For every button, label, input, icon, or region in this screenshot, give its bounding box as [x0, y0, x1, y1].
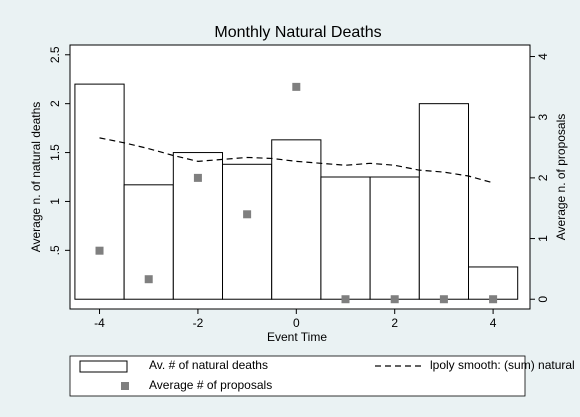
y-tick-label: 1: [48, 198, 62, 205]
x-tick-label: 0: [293, 316, 300, 330]
x-tick-label: 2: [391, 316, 398, 330]
y2-tick-label: 1: [536, 235, 550, 242]
line: [99, 137, 494, 184]
legend-label: Average # of proposals: [149, 378, 272, 392]
x-tick-label: -2: [193, 316, 204, 330]
point: [292, 82, 301, 91]
legend-swatch: [121, 382, 129, 390]
bar: [320, 176, 371, 300]
point: [193, 173, 202, 182]
y-tick-label: 2.5: [48, 46, 62, 63]
y2-tick-label: 3: [536, 114, 550, 121]
y2-tick-label: 0: [536, 296, 550, 303]
y-tick-label: 1.5: [48, 144, 62, 161]
legend-swatch: [79, 360, 128, 373]
bar: [222, 163, 273, 300]
x-axis-label: Event Time: [267, 330, 327, 344]
y2-tick-label: 2: [536, 174, 550, 181]
y2-axis-label: Average n. of proposals: [554, 114, 568, 241]
point: [390, 295, 399, 304]
point: [144, 275, 153, 284]
chart-title: Monthly Natural Deaths: [214, 24, 381, 41]
x-tick-label: 4: [490, 316, 497, 330]
bar: [418, 103, 470, 300]
x-tick-label: -4: [94, 316, 105, 330]
point: [341, 295, 350, 304]
bar: [271, 139, 322, 300]
bar: [74, 83, 125, 300]
legend-label: lpoly smooth: (sum) natural: [430, 358, 575, 372]
y2-tick-label: 4: [536, 53, 550, 60]
bar: [369, 176, 420, 300]
point: [243, 210, 252, 219]
y-tick-label: 2: [48, 100, 62, 107]
y-axis-label: Average n. of natural deaths: [29, 102, 43, 253]
bar: [468, 266, 519, 300]
point: [95, 246, 104, 255]
plot-frame: [69, 44, 531, 310]
point: [439, 295, 448, 304]
legend-label: Av. # of natural deaths: [149, 358, 268, 372]
y-tick-label: .5: [48, 245, 62, 255]
legend: [69, 355, 526, 397]
point: [489, 295, 498, 304]
